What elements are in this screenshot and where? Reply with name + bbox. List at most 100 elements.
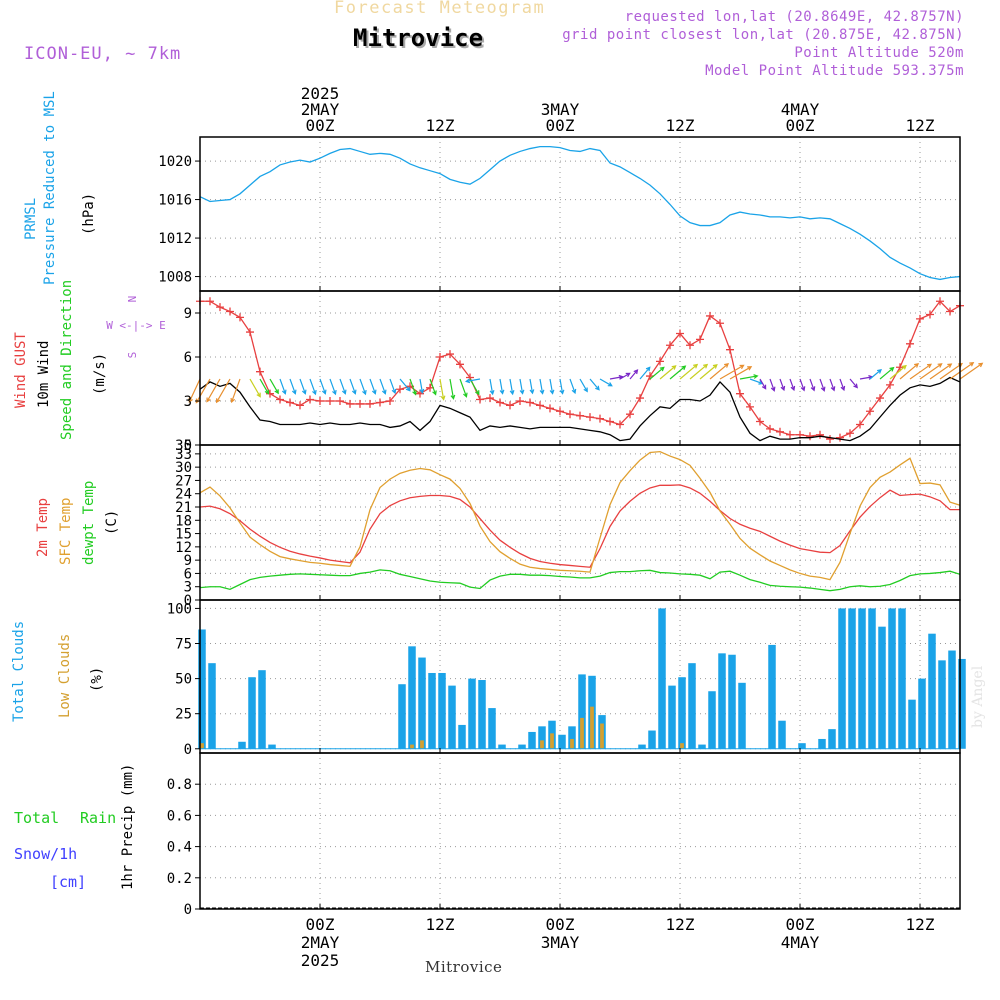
compass-n: N [126, 296, 139, 303]
total-clouds-bar [928, 633, 936, 749]
gust-marker [756, 417, 764, 426]
gust-marker [746, 402, 754, 411]
ytick-label: 0.8 [167, 777, 192, 793]
gust-marker [566, 410, 574, 419]
wind-arrow [379, 378, 387, 395]
gust-marker [786, 430, 794, 439]
total-clouds-bar [728, 654, 736, 749]
wind-arrow [459, 378, 468, 398]
low-clouds-bar [410, 744, 414, 749]
low-clouds-bar [600, 723, 604, 749]
gust-marker [736, 389, 744, 398]
bottom-time-label: 3MAY [541, 933, 580, 952]
gust-marker [846, 429, 854, 438]
total-clouds-bar [498, 744, 506, 749]
bottom-time-label: 12Z [426, 915, 455, 934]
ytick-label: 0.6 [167, 808, 192, 824]
total-clouds-bar [568, 726, 576, 749]
total-clouds-bar [768, 644, 776, 749]
total-clouds-bar [258, 670, 266, 749]
wind-arrow [429, 378, 437, 396]
gust-marker [216, 303, 224, 312]
low-clouds-bar [200, 743, 204, 749]
wind-arrow [809, 378, 816, 392]
ytick-label: 33 [175, 447, 192, 463]
top-time-label: 4MAY [781, 100, 820, 119]
ytick-label: 24 [175, 487, 192, 503]
bottom-time-label: 00Z [546, 915, 575, 934]
gust-marker [946, 307, 954, 316]
wind-arrow [789, 378, 796, 392]
total-clouds-bar [828, 729, 836, 749]
bottom-time-label: 12Z [906, 915, 935, 934]
ytick-label: 3 [184, 394, 192, 410]
wind-arrow [709, 363, 730, 380]
ytick-label: 21 [175, 500, 192, 516]
gust-marker [376, 398, 384, 407]
gust-marker [266, 389, 274, 398]
wind-arrow [759, 378, 767, 390]
gust-marker [576, 411, 584, 420]
super-title: Forecast Meteogram [334, 0, 546, 18]
rain-label: Total [14, 809, 60, 827]
total-clouds-bar [838, 608, 846, 749]
ytick-label: 50 [175, 672, 192, 688]
gust-marker [766, 424, 774, 433]
gust-marker [446, 350, 454, 359]
ytick-label: 9 [184, 553, 192, 569]
gust-marker [356, 399, 364, 408]
wind-10m-line [199, 376, 961, 442]
wind-arrow [559, 378, 565, 395]
wind-arrow [309, 378, 317, 396]
gust-marker [326, 397, 334, 405]
grid-point-coords: grid point closest lon,lat (20.875E, 42.… [562, 27, 964, 43]
gust-marker [246, 328, 254, 337]
gust-marker [936, 297, 944, 306]
wind-arrow [919, 363, 943, 380]
wind-arrow [889, 364, 907, 380]
sfc-temp-line [199, 450, 961, 581]
ytick-label: 0 [184, 438, 192, 454]
gust-marker [776, 427, 784, 436]
bottom-time-label: 12Z [666, 915, 695, 934]
top-time-label: 3MAY [541, 100, 580, 119]
top-time-label: 12Z [666, 116, 695, 135]
point-altitude: Point Altitude 520m [794, 45, 964, 61]
wind-arrow [319, 378, 327, 395]
total-clouds-bar [578, 674, 586, 749]
total-clouds-bar [408, 646, 416, 749]
footer-location: Mitrovice [425, 958, 503, 976]
total-clouds-bar [958, 658, 966, 749]
wind-arrow [339, 378, 347, 395]
gust-marker [436, 353, 444, 361]
wind-arrow [899, 363, 920, 380]
ytick-label: 6 [184, 350, 192, 366]
gust-marker [716, 319, 724, 328]
ytick-label: 30 [175, 460, 192, 476]
gust-marker [296, 401, 304, 410]
gust-marker [616, 420, 624, 429]
gust-marker [306, 395, 314, 404]
location-title: Mitrovice [353, 24, 484, 52]
wind-arrow [464, 378, 481, 384]
total-clouds-bar [848, 608, 856, 749]
wind-arrow [519, 378, 525, 395]
wind-arrow [879, 366, 895, 380]
wind-arrow [699, 364, 718, 380]
ytick-label: 27 [175, 473, 192, 489]
gust-marker [506, 401, 514, 410]
wind-arrow [489, 378, 495, 396]
ytick-label: 15 [175, 527, 192, 543]
gust-marker [806, 432, 814, 441]
ytick-label: 0.2 [167, 871, 192, 887]
top-time-label: 00Z [546, 116, 575, 135]
gust-marker [526, 398, 534, 407]
wind-arrow [230, 378, 241, 404]
gust-marker [926, 310, 934, 319]
wind-arrow [579, 378, 588, 393]
dewpt-temp-line [199, 569, 961, 592]
total-clouds-bar [738, 682, 746, 749]
ytick-label: 9 [184, 306, 192, 322]
total-clouds-bar [238, 741, 246, 749]
wind-arrow [949, 361, 975, 380]
